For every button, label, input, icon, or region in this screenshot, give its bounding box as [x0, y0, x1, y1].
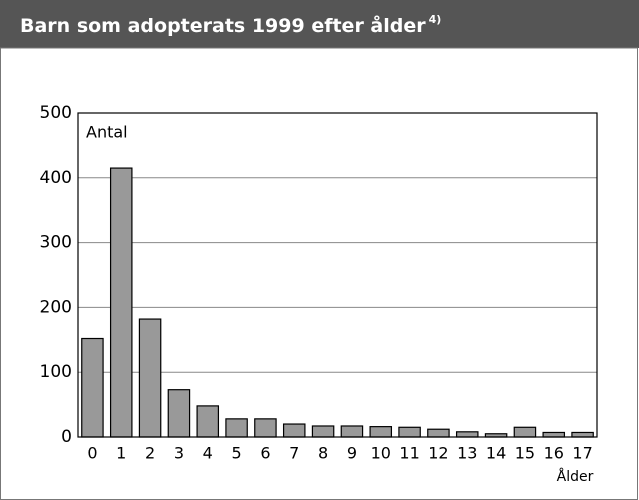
bar — [398, 426, 421, 438]
bar — [282, 423, 306, 438]
x-tick-label: 2 — [145, 444, 155, 463]
x-tick-label: 17 — [572, 444, 592, 463]
bar — [138, 318, 162, 438]
x-tick-label: 6 — [260, 444, 270, 463]
x-tick-label: 3 — [174, 444, 184, 463]
x-tick-label: 7 — [289, 444, 299, 463]
x-tick-label: 14 — [486, 444, 506, 463]
x-tick-label: 4 — [203, 444, 213, 463]
title-note: 4) — [429, 13, 442, 26]
bar — [81, 337, 104, 438]
x-tick-label: 10 — [371, 444, 391, 463]
bar — [542, 431, 566, 438]
bar — [571, 431, 594, 438]
title-bar — [0, 0, 639, 48]
y-tick-label: 200 — [40, 297, 72, 317]
chart-title: Barn som adopterats 1999 efter ålder 4) — [20, 13, 441, 37]
bar — [369, 426, 393, 438]
title-text: Barn som adopterats 1999 efter ålder — [20, 13, 426, 37]
x-tick-label: 15 — [515, 444, 535, 463]
x-axis-label: Ålder — [557, 468, 594, 485]
x-tick-label: 11 — [399, 444, 419, 463]
bar — [196, 405, 220, 438]
y-tick-label: 500 — [40, 103, 72, 123]
bar — [455, 431, 479, 438]
y-tick-label: 400 — [40, 168, 72, 188]
plot-frame — [77, 112, 598, 438]
bar — [109, 167, 133, 438]
bar — [225, 418, 248, 438]
y-tick-label: 100 — [40, 362, 72, 382]
x-tick-label: 5 — [231, 444, 241, 463]
x-tick-label: 8 — [318, 444, 328, 463]
x-tick-label: 0 — [87, 444, 97, 463]
bar — [254, 418, 277, 438]
x-tick-label: 9 — [347, 444, 357, 463]
y-tick-label: 300 — [40, 233, 72, 253]
bar — [340, 425, 364, 438]
x-tick-label: 13 — [457, 444, 477, 463]
y-tick-label: 0 — [61, 427, 72, 447]
x-tick-label: 16 — [544, 444, 564, 463]
x-tick-label: 12 — [428, 444, 448, 463]
y-axis-label: Antal — [86, 123, 128, 142]
bar — [427, 428, 450, 438]
bar — [167, 389, 191, 438]
x-tick-label: 1 — [116, 444, 126, 463]
bar — [513, 426, 537, 438]
bar — [311, 425, 335, 438]
